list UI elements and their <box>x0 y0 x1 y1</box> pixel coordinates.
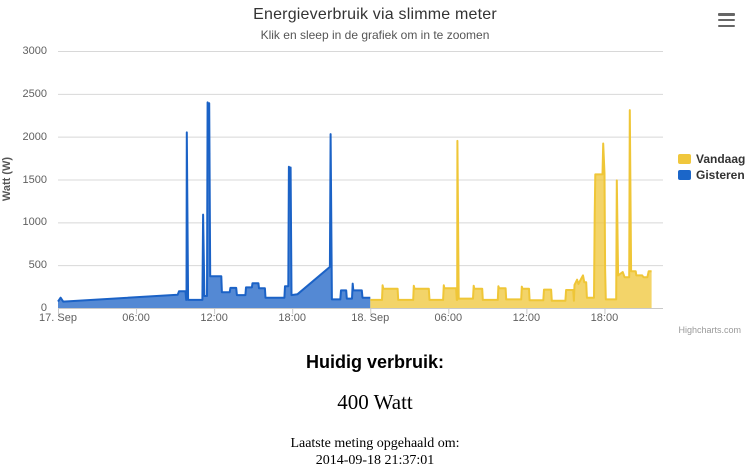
chart-context-menu-button[interactable] <box>718 11 738 29</box>
y-axis-label: 2500 <box>22 87 47 100</box>
hamburger-menu-icon <box>718 24 735 27</box>
current-usage-heading: Huidig verbruik: <box>305 352 444 372</box>
energy-chart: Energieverbruik via slimme meter Klik en… <box>0 0 750 340</box>
last-measurement-label: Laatste meting opgehaald om: <box>290 436 460 451</box>
last-measurement-timestamp: 2014-09-18 21:37:01 <box>315 453 435 468</box>
legend-item-vandaag[interactable]: Vandaag <box>678 152 745 166</box>
x-axis-label: 18:00 <box>590 312 619 324</box>
y-axis-label: 2000 <box>22 130 47 143</box>
x-axis-label: 18. Sep <box>351 312 390 324</box>
series-line-gisteren[interactable] <box>57 101 371 303</box>
hamburger-menu-icon <box>718 18 735 22</box>
x-axis-label: 18:00 <box>278 312 306 324</box>
x-axis-label: 06:00 <box>434 312 463 324</box>
chart-title: Energieverbruik via slimme meter <box>253 6 497 23</box>
x-axis-label: 17. Sep <box>39 312 77 324</box>
current-usage-value: 400 Watt <box>337 390 413 414</box>
y-axis-label: 0 <box>40 302 47 314</box>
legend-label: Vandaag <box>696 152 746 166</box>
hamburger-menu-icon <box>718 13 735 16</box>
series-line-vandaag[interactable] <box>370 109 652 302</box>
y-axis-label: 1000 <box>22 216 47 229</box>
chart-plot-area[interactable] <box>0 0 750 340</box>
x-axis-label: 12:00 <box>200 312 228 324</box>
series-area-vandaag[interactable] <box>370 110 652 308</box>
y-axis-label: 500 <box>28 259 47 272</box>
highcharts-credits-link[interactable]: Highcharts.com <box>678 325 741 335</box>
legend-item-gisteren[interactable]: Gisteren <box>678 168 745 182</box>
chart-legend: Vandaag Gisteren <box>678 152 745 184</box>
x-axis-label: 12:00 <box>512 312 541 324</box>
gisteren-swatch-icon <box>678 170 691 180</box>
x-axis-label: 06:00 <box>122 312 150 324</box>
chart-subtitle: Klik en sleep in de grafiek om in te zoo… <box>260 28 490 42</box>
vandaag-swatch-icon <box>678 154 691 164</box>
y-axis-label: 1500 <box>22 173 47 186</box>
y-axis-label: 3000 <box>22 45 47 57</box>
legend-label: Gisteren <box>696 168 745 182</box>
